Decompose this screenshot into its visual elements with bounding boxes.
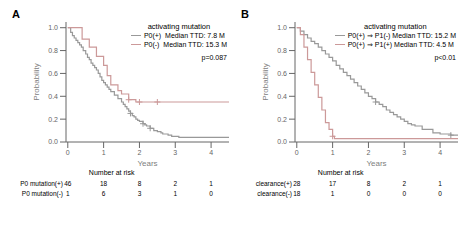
html-text:P0 mutation(-): P0 mutation(-) xyxy=(21,190,63,197)
svg-text:3: 3 xyxy=(173,149,177,156)
svg-text:0: 0 xyxy=(66,149,70,156)
svg-text:3: 3 xyxy=(402,149,406,156)
html-text:clearance(+) 28: clearance(+) 28 xyxy=(255,180,301,187)
html-text:1: 1 xyxy=(173,190,178,197)
html-text:B: B xyxy=(241,8,249,20)
svg-text:0.0: 0.0 xyxy=(277,138,287,145)
html-text:P0 mutation(+) 46: P0 mutation(+) 46 xyxy=(20,180,72,187)
html-text:p<0.01: p<0.01 xyxy=(434,54,456,61)
svg-text:1: 1 xyxy=(102,149,106,156)
svg-text:0: 0 xyxy=(295,149,299,156)
svg-text:1.0: 1.0 xyxy=(48,24,58,31)
svg-text:1: 1 xyxy=(331,149,335,156)
html-text:1: 1 xyxy=(330,190,335,197)
html-text:2: 2 xyxy=(173,180,178,187)
svg-text:2: 2 xyxy=(137,149,141,156)
html-text:P0(+) ⇒ P1(+) Median TTD: 4.5: P0(+) ⇒ P1(+) Median TTD: 4.5 M xyxy=(347,41,454,48)
html-text:0: 0 xyxy=(209,190,213,197)
svg-text:Years: Years xyxy=(366,159,386,168)
html-text:18: 18 xyxy=(100,180,108,187)
html-text:17: 17 xyxy=(329,180,337,187)
html-text:6: 6 xyxy=(101,190,106,197)
html-text:p=0.087: p=0.087 xyxy=(201,54,227,61)
html-text:0: 0 xyxy=(438,190,442,197)
html-text:activating mutation: activating mutation xyxy=(364,22,427,31)
html-text:activating mutation: activating mutation xyxy=(147,22,211,31)
svg-text:0.8: 0.8 xyxy=(277,47,287,54)
svg-text:0.6: 0.6 xyxy=(48,70,58,77)
html-text:8: 8 xyxy=(137,180,142,187)
html-text:Number at risk: Number at risk xyxy=(88,169,135,176)
svg-text:Probability: Probability xyxy=(261,63,270,100)
svg-text:2: 2 xyxy=(366,149,370,156)
svg-text:4: 4 xyxy=(438,149,442,156)
svg-text:0.2: 0.2 xyxy=(48,116,58,123)
svg-text:0.6: 0.6 xyxy=(277,70,287,77)
html-text:8: 8 xyxy=(366,180,371,187)
svg-text:Probability: Probability xyxy=(32,63,41,100)
html-text:1: 1 xyxy=(66,190,70,197)
svg-text:0.8: 0.8 xyxy=(48,47,58,54)
html-text:A: A xyxy=(12,8,20,20)
html-text:0: 0 xyxy=(366,190,371,197)
html-text:P0(+) Median TTD: 7.8 M: P0(+) Median TTD: 7.8 M xyxy=(143,32,225,39)
html-text:P0(-) Median TTD: 15.3 M: P0(-) Median TTD: 15.3 M xyxy=(143,41,227,48)
svg-text:1.0: 1.0 xyxy=(277,24,287,31)
svg-text:0.4: 0.4 xyxy=(48,93,58,100)
html-text:clearance(-) 18: clearance(-) 18 xyxy=(257,190,301,197)
html-text:Number at risk: Number at risk xyxy=(317,169,364,176)
html-text:P0(+) ⇒ P1(-) Median TTD: 15.2: P0(+) ⇒ P1(-) Median TTD: 15.2 M xyxy=(347,32,456,39)
html-text:1: 1 xyxy=(438,180,442,187)
svg-text:Years: Years xyxy=(137,159,157,168)
svg-text:0.4: 0.4 xyxy=(277,93,287,100)
html-text:2: 2 xyxy=(402,180,407,187)
html-text:1: 1 xyxy=(209,180,213,187)
html-text:0: 0 xyxy=(402,190,407,197)
svg-text:4: 4 xyxy=(209,149,213,156)
svg-text:0.2: 0.2 xyxy=(277,116,287,123)
html-text:3: 3 xyxy=(137,190,142,197)
svg-text:0.0: 0.0 xyxy=(48,138,58,145)
